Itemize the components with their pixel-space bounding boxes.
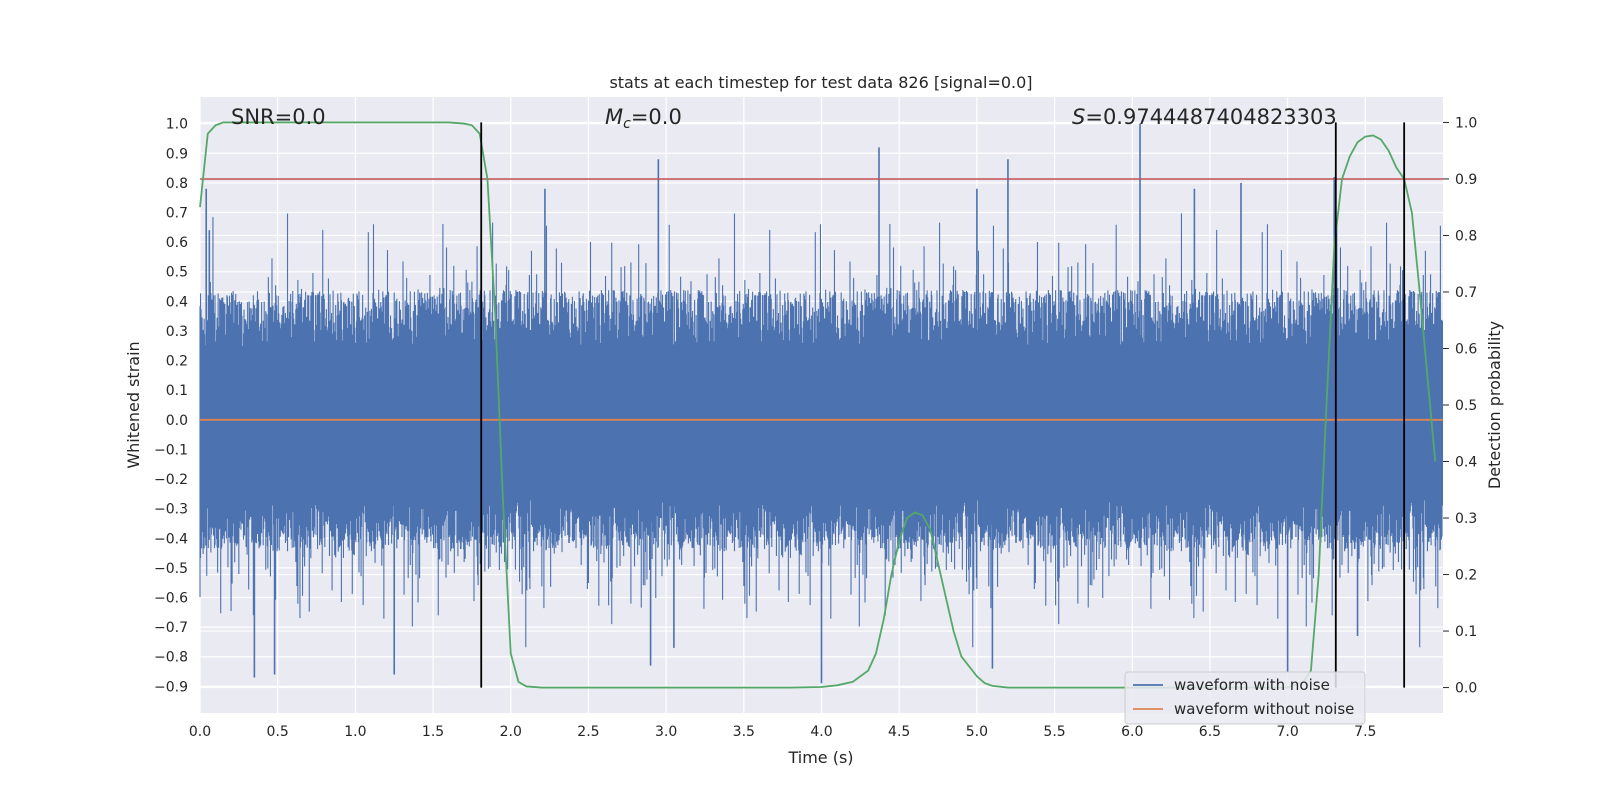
y2-tick-0.4: 0.4: [1455, 455, 1477, 471]
x-tick-3.0: 3.0: [655, 724, 677, 740]
y-tick-−0.2: −0.2: [154, 472, 188, 488]
y-tick-−0.8: −0.8: [154, 650, 188, 666]
y-tick-−0.4: −0.4: [154, 531, 188, 547]
x-tick-2.5: 2.5: [577, 724, 599, 740]
x-tick-3.5: 3.5: [733, 724, 755, 740]
y2-tick-1.0: 1.0: [1455, 115, 1477, 131]
chart-title: stats at each timestep for test data 826…: [609, 73, 1032, 92]
y2-axis-label: Detection probability: [1485, 321, 1504, 489]
y-tick-0.2: 0.2: [166, 354, 188, 370]
y-tick-0.5: 0.5: [166, 265, 188, 281]
y-tick-0.8: 0.8: [166, 176, 188, 192]
x-tick-6.0: 6.0: [1121, 724, 1143, 740]
y2-tick-0.5: 0.5: [1455, 398, 1477, 414]
x-tick-7.0: 7.0: [1276, 724, 1298, 740]
s-annotation: S=0.9744487404823303: [1072, 105, 1337, 129]
s-symbol: S: [1072, 105, 1085, 129]
legend-label-noise: waveform with noise: [1174, 676, 1330, 694]
y-tick-0.3: 0.3: [166, 324, 188, 340]
y2-tick-0.6: 0.6: [1455, 341, 1477, 357]
x-tick-7.5: 7.5: [1354, 724, 1376, 740]
y-tick-−0.3: −0.3: [154, 502, 188, 518]
x-tick-0.0: 0.0: [189, 724, 211, 740]
y-tick-0.6: 0.6: [166, 235, 188, 251]
x-tick-4.0: 4.0: [810, 724, 832, 740]
probability-trace: [199, 121, 1437, 689]
y2-tick-0.7: 0.7: [1455, 285, 1477, 301]
y-tick-0.0: 0.0: [166, 413, 188, 429]
series-waveform-with-noise: [199, 123, 1444, 684]
mc-symbol: M: [605, 105, 623, 129]
y-tick-0.4: 0.4: [166, 294, 188, 310]
x-tick-5.5: 5.5: [1043, 724, 1065, 740]
y2-tick-0.8: 0.8: [1455, 228, 1477, 244]
vertical-lines: [480, 122, 1406, 688]
y2-tick-0.3: 0.3: [1455, 511, 1477, 527]
snr-annotation: SNR=0.0: [231, 105, 326, 129]
x-tick-6.5: 6.5: [1199, 724, 1221, 740]
legend: waveform with noise waveform without noi…: [1124, 671, 1366, 725]
x-tick-5.0: 5.0: [966, 724, 988, 740]
legend-label-clean: waveform without noise: [1174, 700, 1354, 718]
y2-tick-0.1: 0.1: [1455, 624, 1477, 640]
y-tick-−0.1: −0.1: [154, 442, 188, 458]
series-detection-probability: [199, 121, 1437, 689]
y-tick-−0.5: −0.5: [154, 561, 188, 577]
y-tick-−0.7: −0.7: [154, 620, 188, 636]
y-tick-0.1: 0.1: [166, 383, 188, 399]
mc-subscript: c: [623, 116, 631, 132]
x-tick-1.5: 1.5: [422, 724, 444, 740]
y2-tick-0.0: 0.0: [1455, 681, 1477, 697]
x-tick-2.0: 2.0: [500, 724, 522, 740]
mc-value: =0.0: [631, 105, 682, 129]
y-axis-label: Whitened strain: [124, 341, 143, 468]
y-tick-0.9: 0.9: [166, 146, 188, 162]
y2-tick-0.2: 0.2: [1455, 568, 1477, 584]
y2-tick-0.9: 0.9: [1455, 172, 1477, 188]
x-tick-0.5: 0.5: [267, 724, 289, 740]
mc-annotation: Mc=0.0: [605, 105, 682, 132]
s-value: =0.9744487404823303: [1085, 105, 1336, 129]
x-tick-1.0: 1.0: [344, 724, 366, 740]
x-axis-label: Time (s): [787, 748, 853, 767]
legend-box: [1124, 671, 1366, 725]
axis-ticks: 0.0 0.5 1.0 1.5 2.0 2.5 3.0 3.5 4.0 4.5 5.0 5.5 6.0 6…: [154, 115, 1477, 740]
y-tick-0.7: 0.7: [166, 206, 188, 222]
y-tick-1.0: 1.0: [166, 117, 188, 133]
y-tick-−0.9: −0.9: [154, 679, 188, 695]
x-tick-4.5: 4.5: [888, 724, 910, 740]
y-tick-−0.6: −0.6: [154, 591, 188, 607]
